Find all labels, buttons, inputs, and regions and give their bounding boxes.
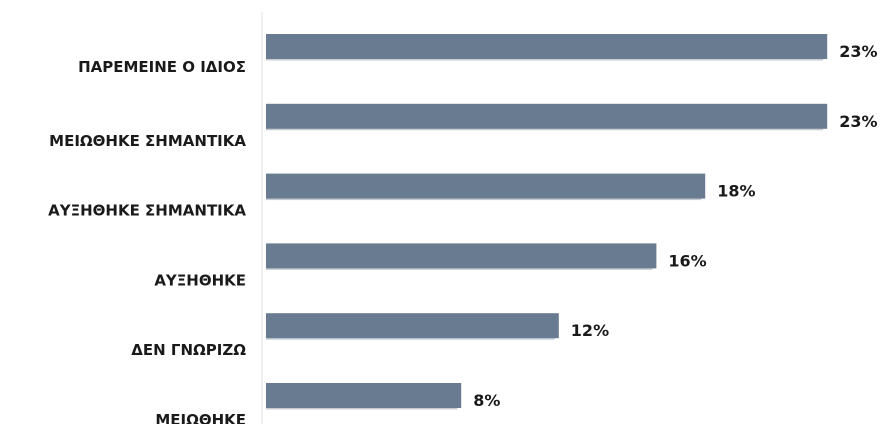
bar-shadow <box>266 59 824 61</box>
bar <box>266 173 706 199</box>
bar <box>266 243 657 269</box>
bar <box>266 34 828 59</box>
value-label: 16% <box>668 251 706 270</box>
value-label: 12% <box>571 321 609 340</box>
bar-shadow <box>266 198 702 201</box>
value-labels-group: 23% 23% 18% 16% 12% 8% <box>473 42 877 410</box>
bar-shadow <box>266 408 458 410</box>
bar <box>266 103 828 129</box>
category-label: ΑΥΞΗΘΗΚΕ ΣΗΜΑΝΤΙΚΑ <box>48 202 246 220</box>
bars-group <box>266 34 828 410</box>
category-label: ΔΕΝ ΓΝΩΡΙΖΩ <box>131 341 246 359</box>
value-label: 18% <box>717 182 755 201</box>
bar <box>266 383 462 408</box>
bar-shadow <box>266 268 653 270</box>
value-label: 8% <box>473 391 500 410</box>
bar-shadow <box>266 338 555 340</box>
value-label: 23% <box>839 42 877 61</box>
value-label: 23% <box>839 112 877 131</box>
category-label: ΠΑΡΕΜΕΙΝΕ Ο ΙΔΙΟΣ <box>78 58 246 76</box>
category-labels-group: ΠΑΡΕΜΕΙΝΕ Ο ΙΔΙΟΣ ΜΕΙΩΘΗΚΕ ΣΗΜΑΝΤΙΚΑ ΑΥΞΗΘ… <box>48 58 246 424</box>
category-label: ΑΥΞΗΘΗΚΕ <box>154 271 246 289</box>
category-label: ΜΕΙΩΘΗΚΕ <box>155 411 246 424</box>
bar <box>266 313 559 339</box>
category-label: ΜΕΙΩΘΗΚΕ ΣΗΜΑΝΤΙΚΑ <box>49 132 246 150</box>
bar-shadow <box>266 128 824 131</box>
